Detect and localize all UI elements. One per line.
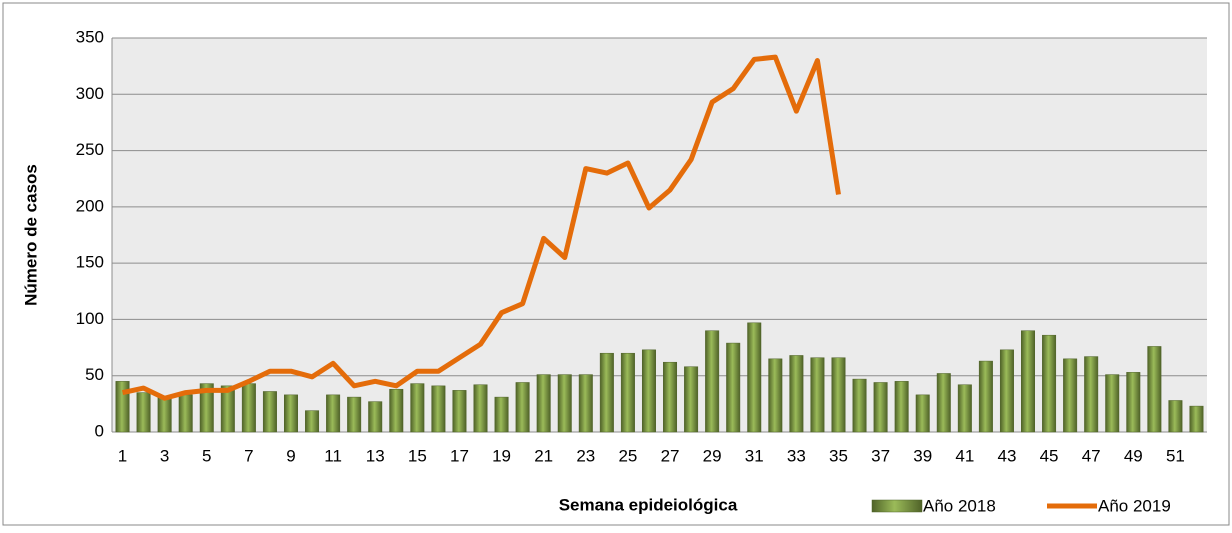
bar <box>894 381 909 433</box>
bar <box>115 381 130 433</box>
bar <box>1189 405 1204 433</box>
bar <box>705 330 720 433</box>
legend-label: Año 2019 <box>1098 496 1171 515</box>
x-tick-label: 5 <box>202 446 211 465</box>
bar <box>452 390 467 433</box>
bar <box>284 394 298 433</box>
bar <box>494 396 509 433</box>
bar <box>684 366 699 433</box>
y-tick-label: 150 <box>76 253 104 272</box>
bar <box>515 382 530 433</box>
bar <box>326 394 341 433</box>
bar <box>641 349 656 433</box>
bar <box>1021 330 1035 433</box>
x-tick-label: 19 <box>492 446 511 465</box>
x-tick-label: 1 <box>118 446 127 465</box>
x-tick-label: 21 <box>534 446 553 465</box>
bar <box>578 374 593 433</box>
bar <box>789 355 804 433</box>
x-tick-label: 15 <box>408 446 427 465</box>
y-tick-label: 200 <box>76 196 104 215</box>
bar <box>199 383 214 433</box>
bar <box>768 358 783 433</box>
bar <box>1084 356 1099 433</box>
x-tick-label: 45 <box>1040 446 1059 465</box>
y-tick-label: 50 <box>85 365 104 384</box>
x-tick-label: 9 <box>286 446 295 465</box>
bar <box>410 383 425 433</box>
bar <box>726 342 741 433</box>
x-tick-label: 11 <box>324 446 342 465</box>
bar <box>241 383 256 433</box>
bar <box>599 352 614 433</box>
bar <box>1105 374 1120 433</box>
bar <box>747 322 762 433</box>
bar <box>557 374 572 433</box>
x-tick-label: 35 <box>829 446 848 465</box>
bar <box>915 394 930 433</box>
bar <box>620 352 635 433</box>
y-tick-label: 300 <box>76 84 104 103</box>
x-tick-label: 33 <box>787 446 806 465</box>
bar <box>831 357 846 433</box>
x-tick-label: 13 <box>366 446 385 465</box>
y-axis-title: Número de casos <box>21 164 40 306</box>
x-tick-label: 43 <box>997 446 1016 465</box>
bar <box>431 385 446 433</box>
y-tick-label: 0 <box>95 421 104 440</box>
bar <box>473 384 488 433</box>
x-tick-label: 39 <box>913 446 932 465</box>
x-tick-label: 27 <box>661 446 680 465</box>
bar <box>1063 358 1078 433</box>
bar <box>1147 346 1162 433</box>
x-tick-label: 31 <box>745 446 764 465</box>
bar <box>936 373 951 433</box>
bar <box>1126 372 1141 433</box>
bar <box>810 357 825 433</box>
line <box>122 54 841 401</box>
bar <box>305 410 320 433</box>
x-tick-label: 3 <box>160 446 169 465</box>
legend-label: Año 2018 <box>923 496 996 515</box>
bar <box>536 374 551 433</box>
bar <box>136 392 151 433</box>
bar <box>347 396 362 433</box>
bar <box>1042 334 1057 433</box>
bar <box>957 384 972 433</box>
bar <box>178 394 193 433</box>
x-tick-label: 23 <box>576 446 595 465</box>
x-tick-label: 29 <box>703 446 722 465</box>
bar <box>157 395 172 433</box>
x-tick-label: 25 <box>618 446 637 465</box>
x-tick-label: 17 <box>450 446 469 465</box>
bar <box>1168 400 1183 433</box>
bar <box>663 361 678 433</box>
y-tick-label: 350 <box>76 27 104 46</box>
bar <box>999 349 1014 433</box>
x-tick-label: 37 <box>871 446 890 465</box>
bar <box>852 378 867 433</box>
y-tick-label: 250 <box>76 140 104 159</box>
x-tick-label: 47 <box>1082 446 1101 465</box>
x-tick-label: 51 <box>1166 446 1185 465</box>
bar <box>978 360 993 433</box>
x-tick-label: 7 <box>244 446 253 465</box>
legend-swatch <box>871 499 923 513</box>
bar <box>873 382 888 433</box>
bar <box>368 401 383 433</box>
x-axis-title: Semana epideiológica <box>559 495 738 514</box>
x-tick-label: 49 <box>1124 446 1143 465</box>
bar <box>220 385 235 433</box>
y-tick-label: 100 <box>76 309 104 328</box>
bar <box>389 388 404 433</box>
x-tick-label: 41 <box>955 446 974 465</box>
bar <box>262 391 277 433</box>
